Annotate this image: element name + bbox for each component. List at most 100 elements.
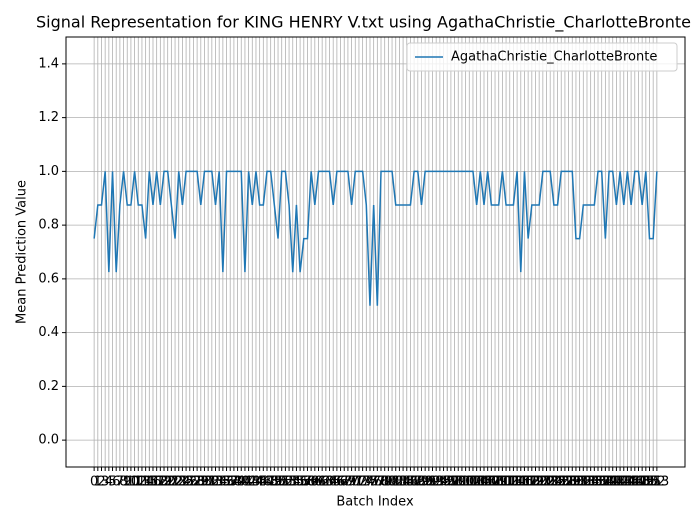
y-tick-label: 0.2 bbox=[38, 379, 59, 394]
x-tick-label: 60 bbox=[307, 475, 324, 490]
x-tick-label: 3 bbox=[101, 475, 109, 490]
x-tick-label: 91 bbox=[421, 475, 438, 490]
x-tick-label: 49 bbox=[266, 475, 283, 490]
y-axis-label: Mean Prediction Value bbox=[15, 180, 30, 324]
x-tick-label: 129 bbox=[556, 475, 581, 490]
x-tick-label: 44 bbox=[248, 475, 265, 490]
x-tick-label: 4 bbox=[105, 475, 113, 490]
x-tick-label: 36 bbox=[218, 475, 235, 490]
x-tick-label: 99 bbox=[450, 475, 467, 490]
x-tick-label: 27 bbox=[185, 475, 202, 490]
x-tick-label: 151 bbox=[637, 475, 662, 490]
x-tick-label: 141 bbox=[600, 475, 625, 490]
x-tick-label: 149 bbox=[630, 475, 655, 490]
x-tick-label: 19 bbox=[156, 475, 173, 490]
x-tick-label: 120 bbox=[523, 475, 548, 490]
x-tick-label: 143 bbox=[608, 475, 633, 490]
x-tick-label: 90 bbox=[417, 475, 434, 490]
x-tick-label: 12 bbox=[130, 475, 147, 490]
x-tick-label: 21 bbox=[163, 475, 180, 490]
x-tick-label: 89 bbox=[413, 475, 430, 490]
x-tick-label: 25 bbox=[178, 475, 195, 490]
x-tick-label: 131 bbox=[564, 475, 589, 490]
x-tick-label: 125 bbox=[541, 475, 566, 490]
x-tick-label: 63 bbox=[318, 475, 335, 490]
x-tick-label: 52 bbox=[277, 475, 294, 490]
y-tick-label: 1.2 bbox=[38, 110, 59, 125]
x-tick-label: 103 bbox=[461, 475, 486, 490]
x-tick-label: 43 bbox=[244, 475, 261, 490]
x-tick-label: 138 bbox=[589, 475, 614, 490]
x-tick-label: 38 bbox=[226, 475, 243, 490]
x-tick-label: 72 bbox=[351, 475, 368, 490]
x-tick-label: 82 bbox=[387, 475, 404, 490]
x-tick-label: 65 bbox=[325, 475, 342, 490]
x-tick-label: 108 bbox=[479, 475, 504, 490]
x-tick-label: 145 bbox=[615, 475, 640, 490]
x-tick-label: 142 bbox=[604, 475, 629, 490]
x-tick-label: 126 bbox=[545, 475, 570, 490]
x-tick-label: 41 bbox=[237, 475, 254, 490]
x-tick-label: 92 bbox=[424, 475, 441, 490]
x-tick-label: 75 bbox=[362, 475, 379, 490]
x-tick-label: 30 bbox=[196, 475, 213, 490]
x-tick-label: 51 bbox=[273, 475, 290, 490]
x-tick-label: 96 bbox=[439, 475, 456, 490]
x-tick-label: 69 bbox=[340, 475, 357, 490]
x-tick-label: 11 bbox=[126, 475, 143, 490]
legend-box bbox=[406, 42, 678, 72]
x-tick-label: 104 bbox=[464, 475, 489, 490]
x-tick-label: 137 bbox=[586, 475, 611, 490]
x-tick-label: 16 bbox=[145, 475, 162, 490]
x-tick-label: 118 bbox=[516, 475, 541, 490]
x-tick-label: 37 bbox=[222, 475, 239, 490]
x-tick-label: 45 bbox=[251, 475, 268, 490]
x-tick-label: 130 bbox=[560, 475, 585, 490]
x-tick-label: 101 bbox=[453, 475, 478, 490]
x-tick-label: 127 bbox=[549, 475, 574, 490]
chart-title: Signal Representation for KING HENRY V.t… bbox=[36, 13, 691, 33]
x-tick-label: 50 bbox=[270, 475, 287, 490]
x-tick-label: 94 bbox=[432, 475, 449, 490]
x-tick-label: 22 bbox=[167, 475, 184, 490]
x-tick-label: 105 bbox=[468, 475, 493, 490]
x-tick-label: 133 bbox=[571, 475, 596, 490]
x-tick-label: 15 bbox=[141, 475, 158, 490]
x-tick-label: 1 bbox=[94, 475, 102, 490]
y-tick-label: 1.4 bbox=[38, 56, 59, 71]
x-tick-label: 59 bbox=[303, 475, 320, 490]
x-tick-label: 6 bbox=[112, 475, 120, 490]
data-line bbox=[93, 170, 658, 306]
x-axis-label: Batch Index bbox=[336, 495, 414, 510]
x-tick-label: 42 bbox=[240, 475, 257, 490]
x-tick-label: 20 bbox=[159, 475, 176, 490]
x-tick-label: 78 bbox=[373, 475, 390, 490]
x-tick-label: 61 bbox=[310, 475, 327, 490]
x-tick-label: 76 bbox=[365, 475, 382, 490]
x-tick-label: 68 bbox=[336, 475, 353, 490]
legend-label: AgathaChristie_CharlotteBronte bbox=[451, 50, 657, 65]
x-tick-label: 71 bbox=[347, 475, 364, 490]
x-tick-label: 83 bbox=[391, 475, 408, 490]
x-tick-label: 100 bbox=[450, 475, 475, 490]
x-tick-label: 123 bbox=[534, 475, 559, 490]
x-tick-label: 128 bbox=[553, 475, 578, 490]
x-tick-label: 86 bbox=[402, 475, 419, 490]
x-tick-label: 39 bbox=[229, 475, 246, 490]
x-tick-label: 150 bbox=[633, 475, 658, 490]
x-tick-label: 107 bbox=[475, 475, 500, 490]
x-tick-label: 81 bbox=[384, 475, 401, 490]
x-tick-label: 74 bbox=[358, 475, 375, 490]
x-tick-label: 135 bbox=[578, 475, 603, 490]
x-tick-label: 57 bbox=[296, 475, 313, 490]
x-tick-label: 80 bbox=[380, 475, 397, 490]
x-tick-label: 121 bbox=[527, 475, 552, 490]
x-tick-label: 79 bbox=[376, 475, 393, 490]
x-tick-label: 119 bbox=[519, 475, 544, 490]
x-tick-label: 113 bbox=[497, 475, 522, 490]
x-tick-label: 98 bbox=[446, 475, 463, 490]
x-tick-label: 114 bbox=[501, 475, 526, 490]
x-tick-label: 106 bbox=[472, 475, 497, 490]
x-tick-label: 97 bbox=[443, 475, 460, 490]
x-tick-label: 152 bbox=[641, 475, 666, 490]
